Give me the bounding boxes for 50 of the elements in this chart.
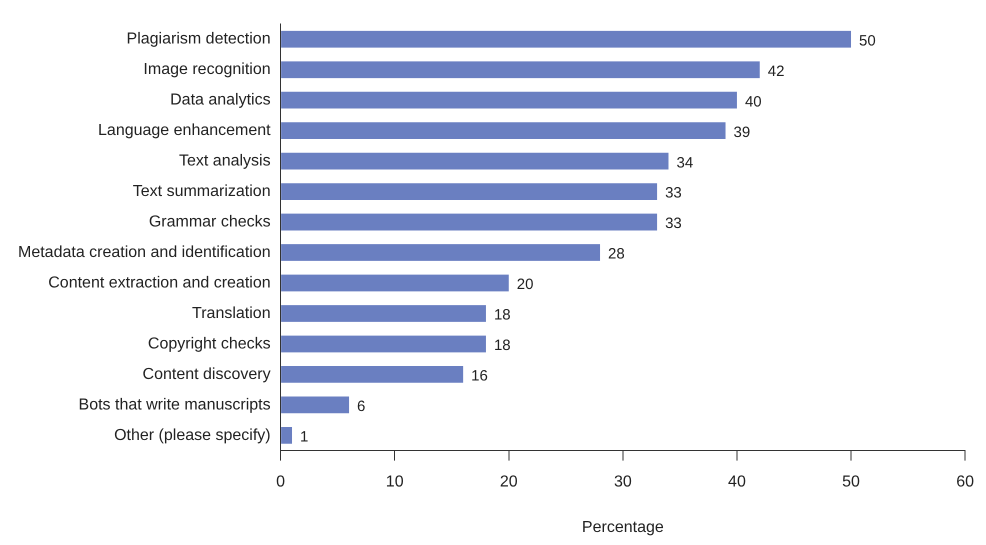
y-tick-label: Language enhancement bbox=[98, 122, 272, 140]
x-tick-label: 60 bbox=[956, 474, 974, 491]
data-label: 6 bbox=[357, 398, 366, 416]
data-label: 16 bbox=[471, 368, 488, 385]
y-tick-label: Text analysis bbox=[179, 152, 271, 170]
data-label: 42 bbox=[768, 62, 784, 80]
x-tick-label: 10 bbox=[386, 474, 404, 491]
bar bbox=[281, 274, 509, 292]
x-tick-label: 50 bbox=[842, 474, 860, 491]
bar bbox=[281, 244, 600, 261]
y-tick-label: Data analytics bbox=[170, 92, 271, 109]
bar bbox=[281, 366, 464, 383]
y-tick-label: Text summarization bbox=[132, 183, 271, 200]
bar bbox=[281, 30, 852, 48]
x-tick-label: 30 bbox=[614, 474, 632, 491]
data-label: 33 bbox=[665, 215, 682, 232]
bar bbox=[281, 396, 350, 414]
y-tick-label: Plagiarism detection bbox=[126, 30, 271, 48]
y-tick-label: Bots that write manuscripts bbox=[78, 396, 271, 414]
bar bbox=[281, 183, 658, 200]
y-tick-label: Content extraction and creation bbox=[48, 274, 271, 292]
bar bbox=[281, 214, 658, 230]
data-label: 34 bbox=[676, 154, 694, 172]
y-tick-label: Translation bbox=[192, 304, 271, 322]
y-tick-label: Image recognition bbox=[143, 61, 271, 78]
y-tick-label: Metadata creation and identification bbox=[18, 244, 271, 261]
data-label: 50 bbox=[859, 32, 876, 50]
data-label: 40 bbox=[744, 93, 762, 110]
data-label: 20 bbox=[516, 276, 534, 294]
data-label: 18 bbox=[494, 306, 511, 324]
y-tick-label: Other (please specify) bbox=[114, 426, 271, 444]
data-label: 39 bbox=[734, 124, 750, 141]
bar bbox=[281, 92, 737, 109]
data-label: 28 bbox=[608, 246, 625, 263]
x-tick-label: 0 bbox=[276, 474, 286, 491]
data-label: 18 bbox=[494, 337, 511, 354]
bar bbox=[281, 305, 486, 322]
bar bbox=[281, 336, 486, 352]
data-label: 33 bbox=[665, 184, 682, 202]
bar bbox=[281, 152, 668, 170]
data-label: 1 bbox=[300, 428, 308, 446]
y-tick-label: Content discovery bbox=[142, 366, 271, 383]
x-tick-label: 20 bbox=[500, 474, 518, 491]
y-tick-label: Copyright checks bbox=[148, 335, 271, 352]
bar bbox=[281, 61, 760, 78]
bar bbox=[281, 122, 726, 140]
bar bbox=[281, 426, 292, 444]
x-tick-label: 40 bbox=[728, 474, 746, 491]
y-tick-label: Grammar checks bbox=[148, 213, 271, 230]
x-axis-title: Percentage bbox=[582, 518, 664, 536]
